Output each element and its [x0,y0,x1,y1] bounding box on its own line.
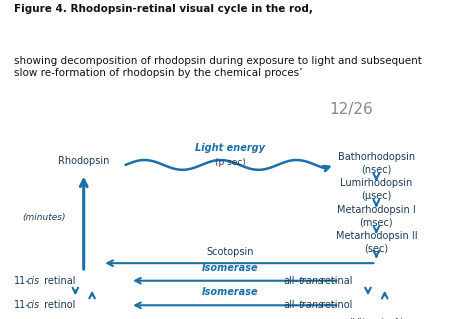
Text: trans: trans [298,276,323,286]
Text: Scotopsin: Scotopsin [206,247,254,257]
Text: (Vitamin A): (Vitamin A) [349,318,404,319]
Text: Metarhodopsin I
(msec): Metarhodopsin I (msec) [337,204,416,227]
Text: Metarhodopsin II
(sec): Metarhodopsin II (sec) [336,231,417,253]
Text: trans: trans [298,300,323,310]
Text: (p sec): (p sec) [215,158,246,167]
Text: (minutes): (minutes) [22,213,66,222]
Text: Lumirhodopsin
(μsec): Lumirhodopsin (μsec) [340,178,412,201]
Text: Light energy: Light energy [195,143,265,153]
Text: retinol: retinol [319,300,353,310]
Text: Rhodopsin: Rhodopsin [58,156,109,167]
Text: 11-: 11- [14,276,30,286]
Text: showing decomposition of rhodopsin during exposure to light and subsequent
slow : showing decomposition of rhodopsin durin… [14,56,422,78]
Text: Figure 4. Rhodopsin-retinal visual cycle in the rod,: Figure 4. Rhodopsin-retinal visual cycle… [14,4,313,14]
Text: all-: all- [283,276,299,286]
Text: retinal: retinal [319,276,353,286]
Text: all-: all- [283,300,299,310]
Text: 12/26: 12/26 [329,102,373,117]
Text: cis: cis [27,300,40,310]
Text: 11-: 11- [14,300,30,310]
Text: Isomerase: Isomerase [202,263,258,273]
Text: retinal: retinal [41,276,76,286]
Text: Isomerase: Isomerase [202,287,258,297]
Text: Bathorhodopsin
(nsec): Bathorhodopsin (nsec) [338,152,415,174]
Text: retinol: retinol [41,300,76,310]
Text: cis: cis [27,276,40,286]
